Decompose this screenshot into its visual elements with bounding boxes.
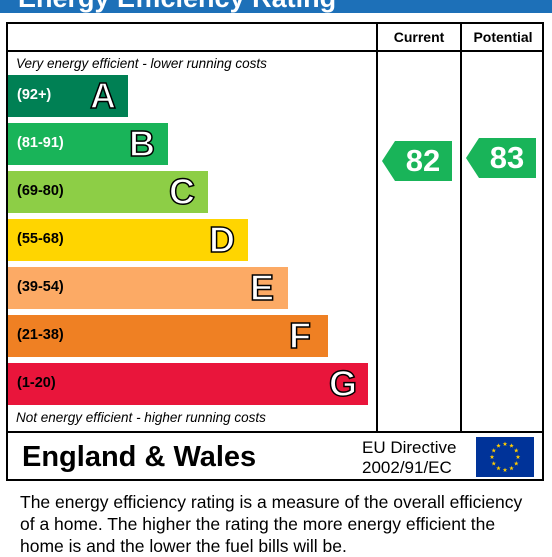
eu-directive-label: EU Directive 2002/91/EC <box>362 438 456 478</box>
band-f: (21-38) F <box>8 315 328 357</box>
band-d: (55-68) D <box>8 219 248 261</box>
potential-rating-value: 83 <box>489 140 525 175</box>
potential-column-header: Potential <box>473 29 533 45</box>
potential-column-divider <box>460 22 462 433</box>
eu-star-icon <box>496 465 501 471</box>
band-letter: C <box>168 171 196 213</box>
header-divider <box>6 50 544 52</box>
band-letter: B <box>128 123 156 165</box>
band-range: (39-54) <box>17 279 64 295</box>
current-column-divider <box>376 22 378 433</box>
eu-star-icon <box>491 461 497 466</box>
band-range: (1-20) <box>17 375 56 391</box>
eu-star-icon <box>491 448 497 453</box>
eu-star-icon <box>515 454 521 459</box>
rating-description: The energy efficiency rating is a measur… <box>20 492 523 556</box>
current-rating-arrow: 82 <box>382 141 452 181</box>
region-label: England & Wales <box>22 441 257 473</box>
band-range: (21-38) <box>17 327 64 343</box>
band-letter: G <box>328 363 358 405</box>
eu-directive-line-1: EU Directive <box>362 438 457 457</box>
band-b: (81-91) B <box>8 123 168 165</box>
eu-directive-line-2: 2002/91/EC <box>362 458 452 477</box>
band-range: (69-80) <box>17 183 64 199</box>
eu-star-icon <box>509 465 514 471</box>
eu-star-icon <box>502 467 508 472</box>
band-range: (81-91) <box>17 135 64 151</box>
band-a: (92+) A <box>8 75 128 117</box>
rating-chart-frame <box>6 22 544 481</box>
eu-star-icon <box>489 454 495 459</box>
top-efficiency-note: Very energy efficient - lower running co… <box>16 56 267 71</box>
eu-star-icon <box>496 443 501 448</box>
band-range: (55-68) <box>17 231 64 247</box>
eu-star-icon <box>502 441 508 446</box>
potential-rating-arrow: 83 <box>466 138 536 178</box>
eu-star-icon <box>513 461 519 466</box>
band-g: (1-20) G <box>8 363 368 405</box>
bottom-efficiency-note: Not energy efficient - higher running co… <box>16 410 266 425</box>
band-letter: E <box>249 267 275 309</box>
band-e: (39-54) E <box>8 267 288 309</box>
eu-flag-icon <box>476 437 534 477</box>
current-column-header: Current <box>393 29 445 45</box>
eu-star-icon <box>509 443 514 448</box>
chart-title: Energy Efficiency Rating <box>18 0 336 13</box>
band-c: (69-80) C <box>8 171 208 213</box>
band-letter: F <box>288 315 312 357</box>
band-letter: D <box>208 219 236 261</box>
band-range: (92+) <box>17 87 52 103</box>
title-bar: Energy Efficiency Rating <box>0 0 552 13</box>
footer-divider <box>6 431 544 433</box>
band-letter: A <box>89 75 117 117</box>
eu-star-icon <box>513 448 519 453</box>
current-rating-value: 82 <box>405 143 441 178</box>
